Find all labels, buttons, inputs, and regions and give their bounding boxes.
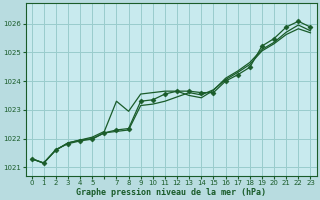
X-axis label: Graphe pression niveau de la mer (hPa): Graphe pression niveau de la mer (hPa)	[76, 188, 266, 197]
